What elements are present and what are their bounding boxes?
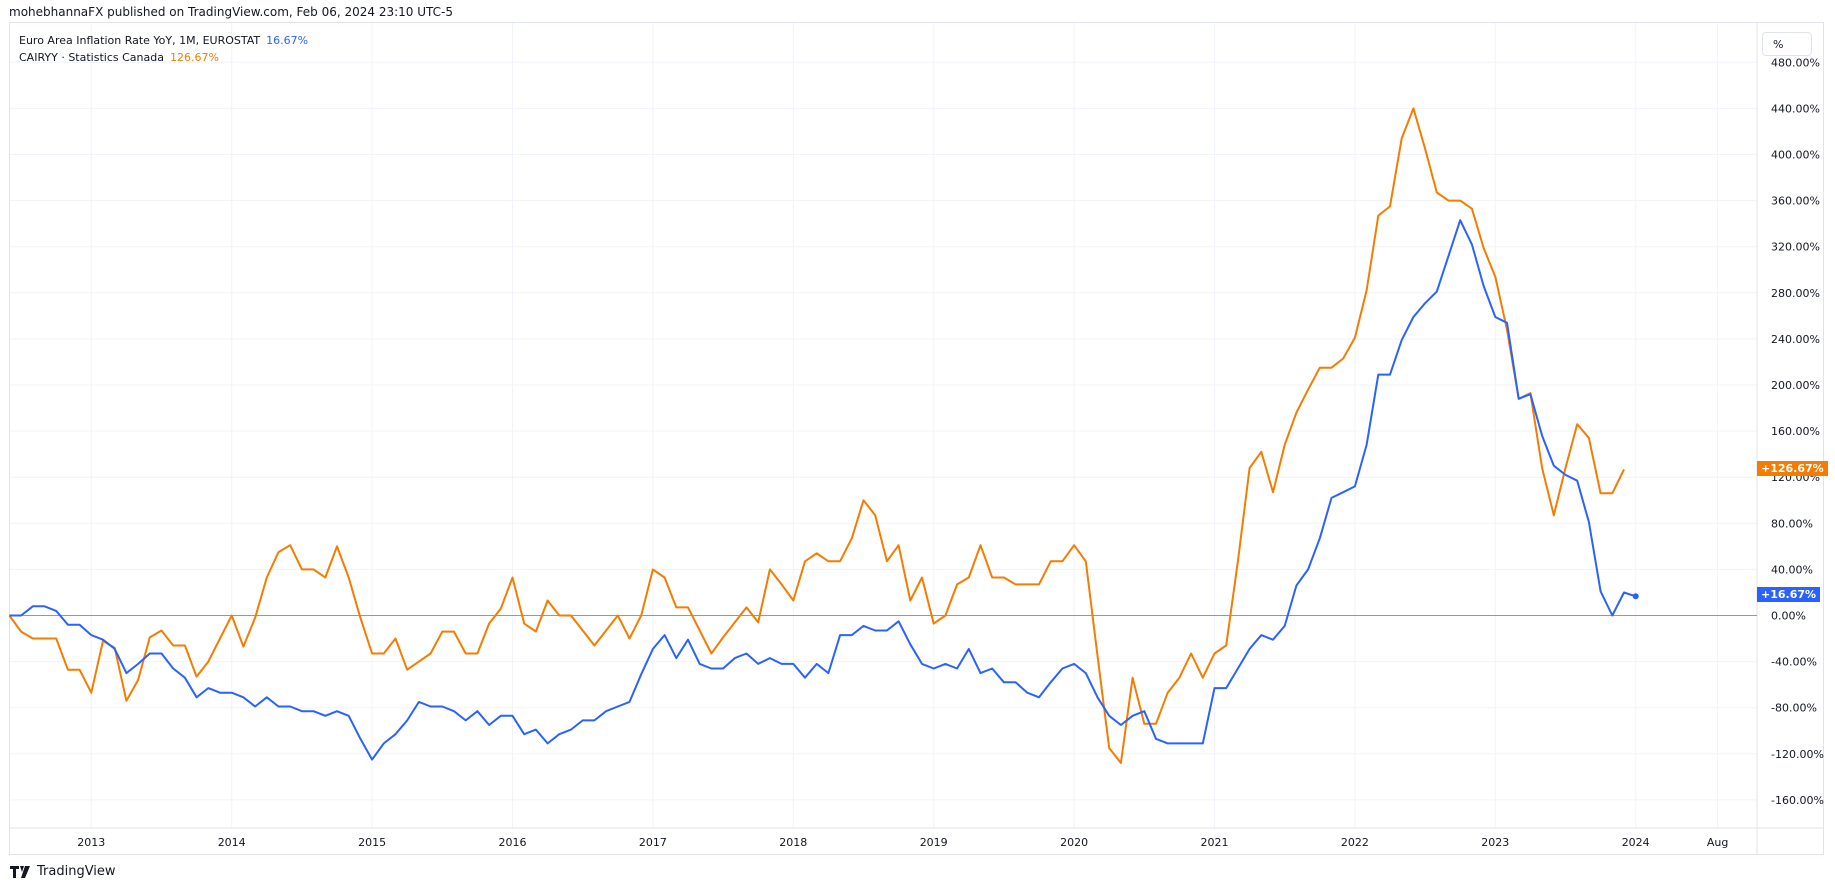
x-tick-label: 2021 [1201, 836, 1229, 849]
last-point-marker-euro [1632, 593, 1639, 600]
x-tick-label: 2015 [358, 836, 386, 849]
y-tick-label: -40.00% [1771, 656, 1817, 669]
x-tick-label: 2018 [779, 836, 807, 849]
y-tick-label: 200.00% [1771, 379, 1820, 392]
y-tick-label: 240.00% [1771, 333, 1820, 346]
last-value-label-euro: +16.67% [1757, 587, 1821, 603]
tradingview-logo[interactable]: TradingView [10, 864, 116, 879]
legend-euro-label: Euro Area Inflation Rate YoY, 1M, EUROST… [19, 34, 261, 47]
x-tick-label: 2023 [1481, 836, 1509, 849]
x-tick-label: 2020 [1060, 836, 1088, 849]
y-tick-label: 40.00% [1771, 563, 1813, 576]
x-tick-label: 2024 [1622, 836, 1650, 849]
legend-euro-value: 16.67% [266, 34, 309, 47]
publish-info: mohebhannaFX published on TradingView.co… [9, 5, 453, 19]
x-tick-label: 2017 [639, 836, 667, 849]
y-tick-label: 360.00% [1771, 195, 1820, 208]
y-tick-label: -120.00% [1771, 748, 1824, 761]
series-line-canada [8, 107, 1625, 764]
legend-canada-value: 126.67% [169, 51, 219, 64]
legend-canada-label: CAIRYY · Statistics Canada [19, 51, 164, 64]
x-tick-label: 2016 [499, 836, 527, 849]
tradingview-logo-icon [10, 865, 30, 878]
legend-canada[interactable]: CAIRYY · Statistics Canada 126.67% [19, 51, 219, 64]
x-tick-label: 2019 [920, 836, 948, 849]
y-tick-label: 320.00% [1771, 241, 1820, 254]
x-tick-label: 2013 [77, 836, 105, 849]
legend-euro[interactable]: Euro Area Inflation Rate YoY, 1M, EUROST… [19, 34, 308, 47]
x-tick-label: Aug [1707, 836, 1728, 849]
y-tick-label: -80.00% [1771, 702, 1817, 715]
series-line-euro [9, 219, 1637, 761]
chart-frame [9, 22, 1824, 855]
percent-scale-button[interactable]: % [1762, 32, 1812, 56]
tradingview-brand: TradingView [37, 864, 116, 879]
y-tick-label: 280.00% [1771, 287, 1820, 300]
y-tick-label: 80.00% [1771, 517, 1813, 530]
y-tick-label: 160.00% [1771, 425, 1820, 438]
y-tick-label: 0.00% [1771, 610, 1806, 623]
y-tick-label: -160.00% [1771, 794, 1824, 807]
x-tick-label: 2022 [1341, 836, 1369, 849]
last-value-label-canada: +126.67% [1757, 460, 1828, 476]
y-tick-label: 440.00% [1771, 102, 1820, 115]
x-tick-label: 2014 [218, 836, 246, 849]
y-tick-label: 480.00% [1771, 56, 1820, 69]
y-tick-label: 400.00% [1771, 149, 1820, 162]
